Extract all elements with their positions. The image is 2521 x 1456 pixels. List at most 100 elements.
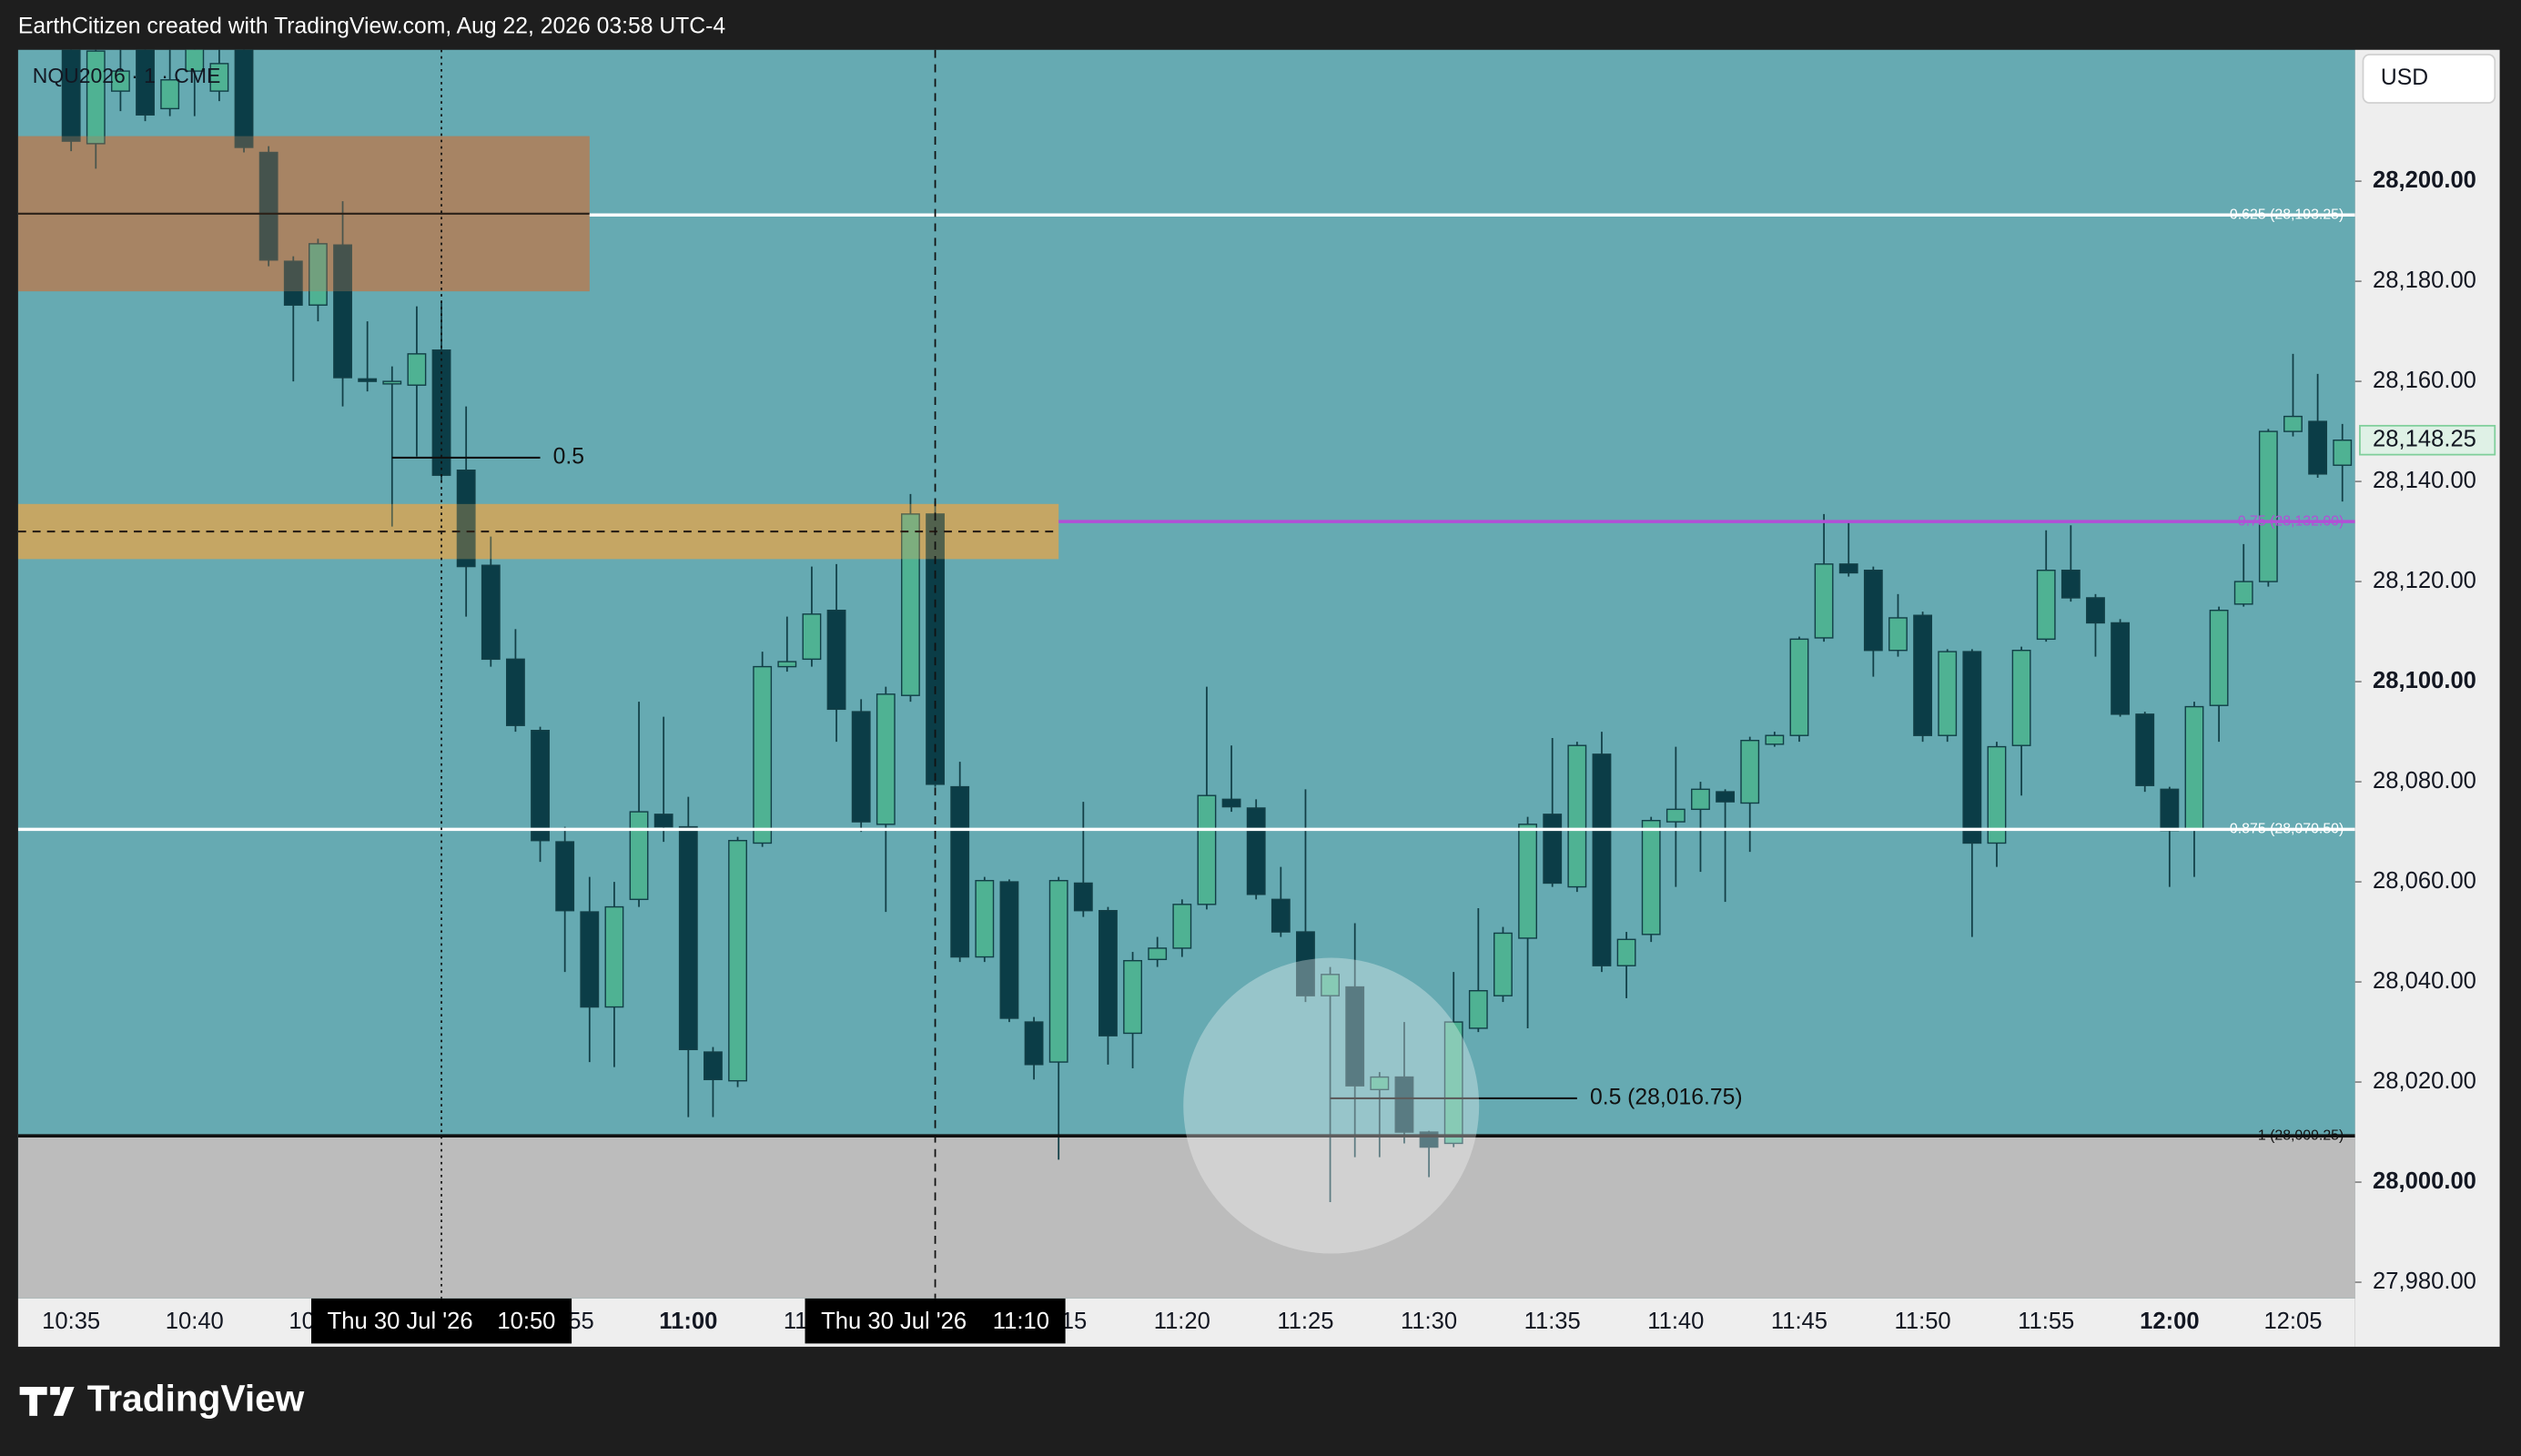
candle-body: [481, 564, 501, 661]
x-tick-label: 10:40: [166, 1309, 224, 1334]
y-tick-label: 28,160.00: [2373, 368, 2476, 393]
candle-body: [975, 879, 995, 958]
candle-body: [2036, 570, 2056, 641]
crosshair-tag: [805, 1298, 1066, 1344]
candle-body: [1888, 617, 1908, 652]
candle-body: [826, 610, 846, 711]
candle-body: [1863, 570, 1883, 652]
x-tick-label: 11:30: [1401, 1309, 1457, 1334]
crosshair-time: 11:10: [993, 1309, 1049, 1334]
x-tick-label: 11:40: [1647, 1309, 1704, 1334]
zone-tint: [17, 503, 1059, 560]
last-price-box: [2359, 424, 2496, 456]
price-axis: [2354, 49, 2500, 1347]
candle-body: [136, 49, 155, 116]
candle-body: [728, 839, 747, 1082]
candle-body: [851, 711, 871, 823]
candle-body: [1665, 808, 1686, 823]
candle-body: [999, 881, 1019, 1019]
x-tick-label: 11:20: [1154, 1309, 1210, 1334]
brand-name: TradingView: [87, 1378, 305, 1420]
candle-body: [2060, 570, 2081, 599]
midline-label: 0.5 (28,016.75): [1590, 1085, 1743, 1109]
x-tick-label: 10:35: [42, 1309, 100, 1334]
candle-body: [456, 470, 476, 568]
candle-body: [1543, 814, 1563, 885]
candle-body: [2233, 581, 2253, 605]
y-tick-label: 28,020.00: [2373, 1068, 2476, 1094]
crosshair-time: 10:50: [497, 1309, 555, 1334]
candle-body: [1641, 819, 1661, 935]
fib-label: 1 (28,009.25): [2258, 1127, 2344, 1143]
candle-body: [555, 841, 575, 912]
candle-body: [1148, 947, 1168, 961]
candle-body: [1271, 898, 1291, 933]
x-tick-label: 12:05: [2263, 1309, 2322, 1334]
candle-body: [1197, 794, 1217, 905]
y-tick-label: 27,980.00: [2373, 1269, 2476, 1294]
candle-body: [1394, 1076, 1414, 1133]
crosshair-date: Thu 30 Jul '26: [328, 1309, 473, 1334]
candle-body: [1814, 563, 1834, 639]
candle-body: [950, 785, 970, 958]
candle-body: [1838, 563, 1858, 574]
candle-body: [1987, 745, 2007, 844]
last-price-label: 28,148.25: [2373, 426, 2476, 451]
candle-body: [2184, 705, 2204, 831]
candle-body: [2283, 415, 2303, 432]
candle-body: [1691, 788, 1710, 811]
candle-body: [1123, 959, 1142, 1035]
candle-body: [1765, 734, 1785, 745]
candle-body: [1592, 753, 1612, 966]
lower-region: [17, 1136, 2355, 1299]
candle-body: [1073, 882, 1093, 912]
candle-body: [160, 79, 180, 110]
candle-body: [876, 693, 896, 825]
candle-body: [1962, 651, 1982, 844]
candle-body: [1616, 938, 1636, 966]
candle-body: [283, 260, 303, 306]
candle-body: [1716, 791, 1736, 803]
candle-body: [407, 353, 427, 386]
candle-body: [234, 49, 254, 148]
candle-body: [704, 1051, 723, 1081]
candle-body: [653, 814, 673, 828]
candle-body: [580, 911, 600, 1008]
x-tick-label: 11:25: [1277, 1309, 1333, 1334]
brand-logo: TradingView: [19, 1378, 305, 1420]
y-tick-label: 28,060.00: [2373, 868, 2476, 894]
candle-body: [1913, 614, 1933, 736]
x-tick-label: 11:50: [1895, 1309, 1951, 1334]
x-tick-label: 11:00: [659, 1309, 717, 1334]
zone: [17, 503, 1059, 560]
plot: 0.625 (28,193.25) 0.75 (28,132.00) 0.875 (…: [17, 49, 2355, 1299]
y-tick-label: 28,200.00: [2373, 167, 2476, 193]
candle-body: [604, 905, 624, 1008]
candle-body: [1296, 931, 1315, 996]
candle-body: [209, 63, 229, 92]
candle-body: [1493, 932, 1513, 996]
candle-body: [1789, 638, 1809, 736]
candle-body: [2258, 430, 2278, 582]
x-tick-label: 12:00: [2140, 1309, 2199, 1334]
candle-body: [802, 613, 822, 661]
candle-body: [86, 50, 106, 145]
y-tick-label: 28,140.00: [2373, 468, 2476, 493]
candle-body: [1345, 986, 1365, 1087]
currency-button[interactable]: [2362, 54, 2496, 104]
candle-body: [1370, 1076, 1390, 1091]
crosshair-tag: [310, 1298, 572, 1344]
header-caption: EarthCitizen created with TradingView.co…: [18, 15, 725, 39]
candle-body: [629, 811, 649, 901]
candle-body: [358, 378, 378, 382]
candle-body: [2209, 610, 2229, 706]
candle-body: [1321, 974, 1340, 996]
candle-body: [185, 49, 205, 72]
candle-body: [308, 243, 328, 306]
candle-body: [382, 380, 402, 385]
fib-label: 0.75 (28,132.00): [2238, 513, 2344, 529]
currency-label[interactable]: USD: [2381, 66, 2428, 90]
candle-body: [1221, 798, 1241, 808]
candle-body: [110, 70, 130, 92]
